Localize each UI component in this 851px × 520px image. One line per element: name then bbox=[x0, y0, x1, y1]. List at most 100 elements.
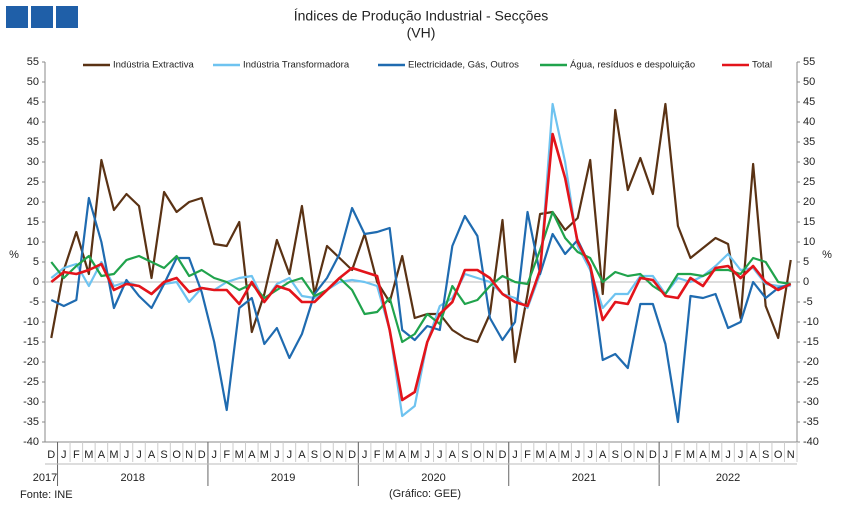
x-tick-label: A bbox=[749, 449, 757, 461]
x-tick-label: F bbox=[524, 449, 531, 461]
y2-tick-label: -10 bbox=[803, 316, 819, 328]
y-tick-label: 40 bbox=[27, 116, 39, 128]
x-tick-label: M bbox=[561, 449, 570, 461]
x-tick-label: A bbox=[599, 449, 607, 461]
x-tick-label: S bbox=[762, 449, 769, 461]
y2-tick-label: 25 bbox=[803, 176, 815, 188]
x-tick-label: F bbox=[223, 449, 230, 461]
x-tick-label: O bbox=[172, 449, 181, 461]
y-tick-label: 15 bbox=[27, 216, 39, 228]
year-label: 2019 bbox=[271, 472, 295, 484]
y2-tick-label: 50 bbox=[803, 76, 815, 88]
x-tick-label: O bbox=[473, 449, 482, 461]
source: Fonte: INE bbox=[20, 489, 73, 501]
y2-tick-label: -5 bbox=[803, 296, 813, 308]
x-tick-label: J bbox=[274, 449, 280, 461]
x-tick-label: J bbox=[425, 449, 431, 461]
logo-square bbox=[6, 6, 28, 28]
y2-tick-label: -30 bbox=[803, 396, 819, 408]
x-tick-label: J bbox=[512, 449, 518, 461]
logo-square bbox=[31, 6, 53, 28]
x-tick-label: A bbox=[699, 449, 707, 461]
y2-tick-label: -40 bbox=[803, 436, 819, 448]
x-tick-label: A bbox=[298, 449, 306, 461]
year-label: 2021 bbox=[572, 472, 596, 484]
x-tick-label: A bbox=[399, 449, 407, 461]
x-tick-label: A bbox=[148, 449, 156, 461]
x-tick-label: M bbox=[385, 449, 394, 461]
year-label: 2017 bbox=[33, 472, 57, 484]
y-tick-label: 55 bbox=[27, 56, 39, 68]
x-tick-label: O bbox=[774, 449, 783, 461]
y-tick-label: 35 bbox=[27, 136, 39, 148]
x-tick-label: D bbox=[498, 449, 506, 461]
y2-tick-label: 10 bbox=[803, 236, 815, 248]
x-tick-label: A bbox=[248, 449, 256, 461]
y2-tick-label: 45 bbox=[803, 96, 815, 108]
y2-tick-label: 30 bbox=[803, 156, 815, 168]
y-tick-label: -25 bbox=[23, 376, 39, 388]
year-label: 2020 bbox=[421, 472, 445, 484]
x-tick-label: D bbox=[649, 449, 657, 461]
x-tick-label: S bbox=[311, 449, 318, 461]
x-tick-label: O bbox=[323, 449, 332, 461]
y-axis-label: % bbox=[9, 249, 19, 261]
y-tick-label: -40 bbox=[23, 436, 39, 448]
x-tick-label: N bbox=[336, 449, 344, 461]
y2-tick-label: 55 bbox=[803, 56, 815, 68]
x-tick-label: N bbox=[636, 449, 644, 461]
y2-tick-label: 15 bbox=[803, 216, 815, 228]
x-tick-label: A bbox=[449, 449, 457, 461]
y-tick-label: -35 bbox=[23, 416, 39, 428]
x-tick-label: J bbox=[663, 449, 669, 461]
chart-subtitle: (VH) bbox=[407, 25, 436, 41]
x-tick-label: N bbox=[486, 449, 494, 461]
y2-tick-label: -20 bbox=[803, 356, 819, 368]
y-tick-label: 50 bbox=[27, 76, 39, 88]
x-tick-label: A bbox=[549, 449, 557, 461]
x-tick-label: J bbox=[738, 449, 744, 461]
x-tick-label: S bbox=[160, 449, 167, 461]
series-line bbox=[50, 132, 792, 402]
x-tick-label: M bbox=[535, 449, 544, 461]
x-tick-label: S bbox=[461, 449, 468, 461]
x-tick-label: J bbox=[587, 449, 593, 461]
y2-tick-label: -25 bbox=[803, 376, 819, 388]
x-tick-label: J bbox=[575, 449, 581, 461]
y2-axis-label: % bbox=[822, 249, 832, 261]
x-tick-label: J bbox=[437, 449, 443, 461]
legend-label: Electricidade, Gás, Outros bbox=[408, 60, 519, 71]
y-tick-label: 5 bbox=[33, 256, 39, 268]
year-label: 2022 bbox=[716, 472, 740, 484]
x-tick-label: M bbox=[109, 449, 118, 461]
credit: (Gráfico: GEE) bbox=[389, 488, 461, 500]
y-tick-label: 45 bbox=[27, 96, 39, 108]
x-tick-label: M bbox=[711, 449, 720, 461]
x-tick-label: J bbox=[725, 449, 731, 461]
x-tick-label: D bbox=[47, 449, 55, 461]
x-tick-label: A bbox=[98, 449, 106, 461]
x-tick-label: M bbox=[84, 449, 93, 461]
x-tick-label: J bbox=[287, 449, 293, 461]
y-tick-label: -10 bbox=[23, 316, 39, 328]
x-tick-label: M bbox=[686, 449, 695, 461]
y-tick-label: -20 bbox=[23, 356, 39, 368]
y-tick-label: 30 bbox=[27, 156, 39, 168]
series-line bbox=[50, 102, 792, 364]
x-tick-label: S bbox=[612, 449, 619, 461]
x-tick-label: M bbox=[235, 449, 244, 461]
chart-title: Índices de Produção Industrial - Secções bbox=[294, 8, 548, 24]
y2-tick-label: 20 bbox=[803, 196, 815, 208]
y-tick-label: 25 bbox=[27, 176, 39, 188]
x-tick-label: D bbox=[198, 449, 206, 461]
y-tick-label: -30 bbox=[23, 396, 39, 408]
y2-tick-label: 0 bbox=[803, 276, 809, 288]
legend-label: Total bbox=[752, 60, 772, 71]
x-tick-label: M bbox=[410, 449, 419, 461]
legend-label: Indústria Extractiva bbox=[113, 60, 194, 71]
x-tick-label: J bbox=[61, 449, 67, 461]
x-tick-label: M bbox=[260, 449, 269, 461]
x-tick-label: N bbox=[787, 449, 795, 461]
y-tick-label: 20 bbox=[27, 196, 39, 208]
x-tick-label: J bbox=[362, 449, 368, 461]
